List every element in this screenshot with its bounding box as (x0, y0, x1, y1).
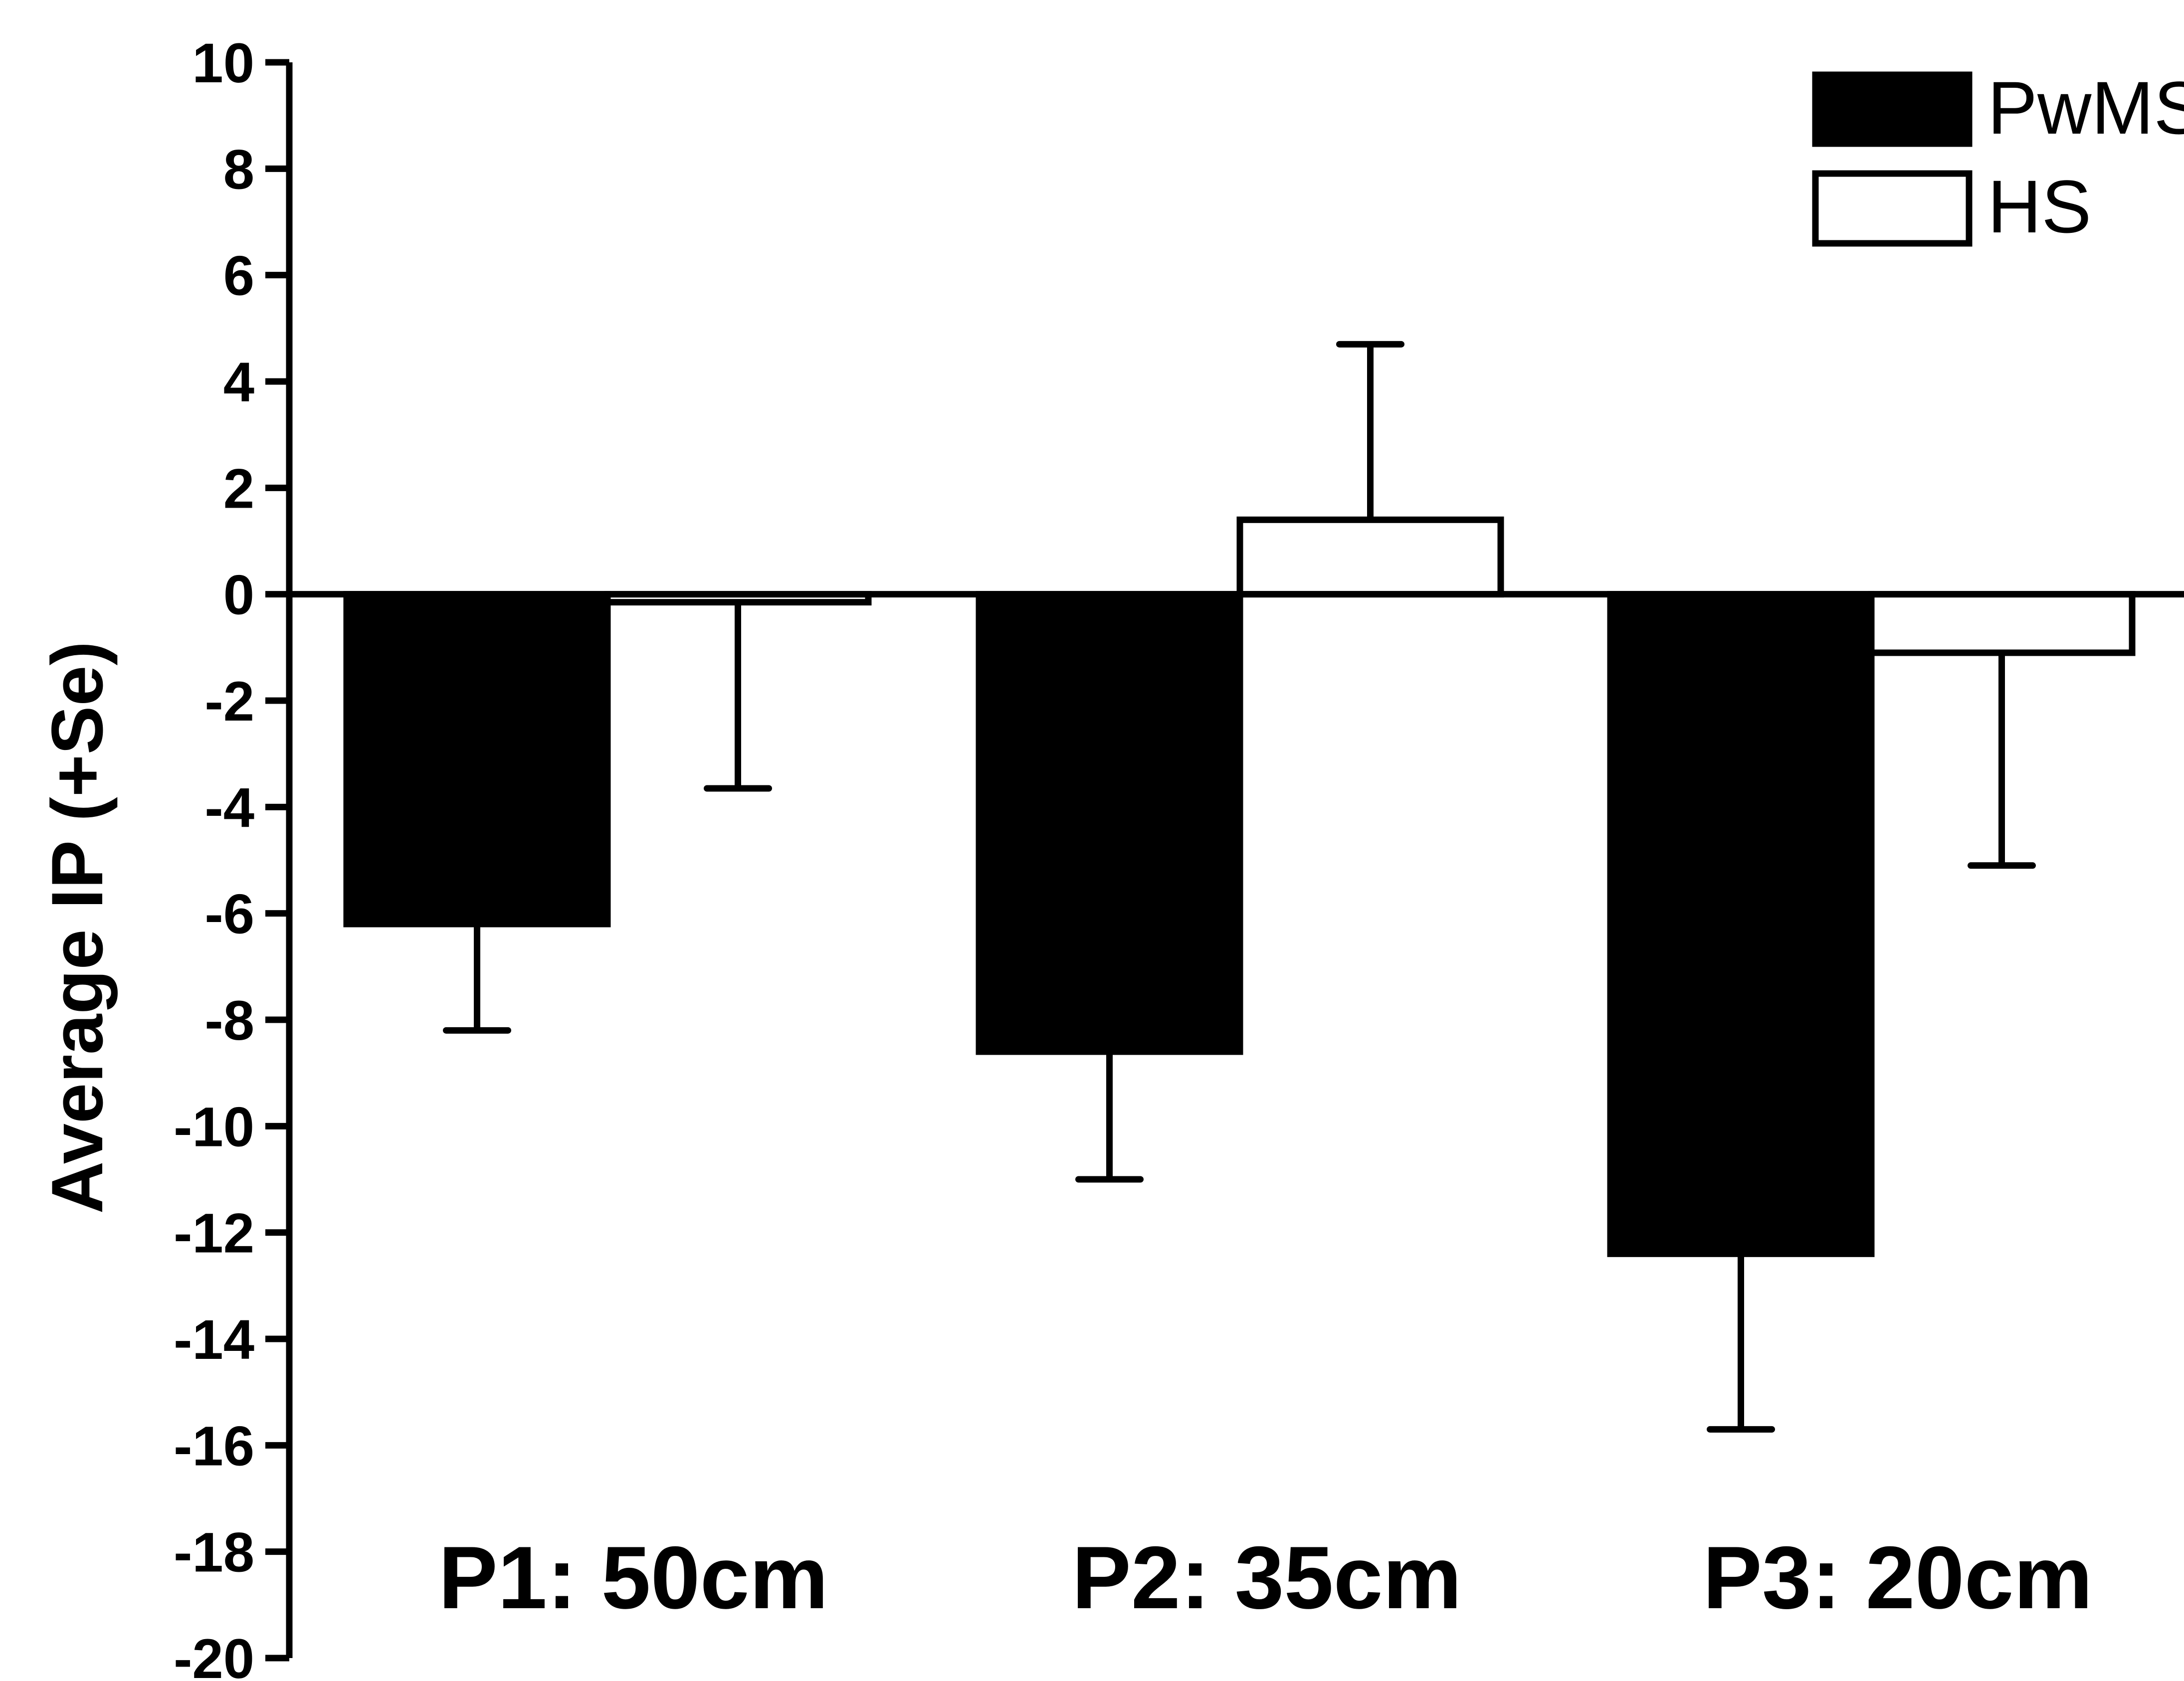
y-tick-label: -8 (204, 989, 254, 1052)
y-tick-label: -4 (204, 776, 254, 839)
legend-swatch-pwms (1812, 71, 1973, 147)
y-tick-label: 8 (223, 138, 254, 200)
category-labels: P1: 50cm P2: 35cm P3: 20cm (438, 1528, 2093, 1627)
y-tick-label: -14 (174, 1308, 254, 1371)
y-tick-label: -18 (174, 1521, 254, 1584)
y-tick-label: -10 (174, 1096, 254, 1158)
y-tick-label: 2 (223, 457, 254, 520)
bar-pwms-1 (343, 591, 611, 928)
legend-swatch-hs (1812, 170, 1973, 247)
y-tick-label: 0 (223, 564, 254, 626)
error-bars (443, 341, 2036, 1433)
y-tick-label: 6 (223, 245, 254, 307)
y-tick-label: 10 (192, 32, 254, 94)
y-tick-label: -6 (204, 883, 254, 945)
y-axis-title: Average IP (+Se) (36, 641, 118, 1214)
y-tick-label: -16 (174, 1415, 254, 1477)
legend: PwMS HS (1812, 66, 2184, 248)
bar-pwms-3 (1607, 591, 1875, 1257)
category-label: P2: 35cm (1072, 1528, 1462, 1627)
category-label: P3: 20cm (1703, 1528, 2093, 1627)
bar-pwms-2 (976, 591, 1243, 1055)
category-label: P1: 50cm (438, 1528, 828, 1627)
y-tick-label: -12 (174, 1202, 254, 1265)
y-axis: 10 8 6 4 2 0 -2 -4 -6 -8 -10 -12 -14 -16 -18 -20 (174, 32, 293, 1681)
y-tick-label: 4 (223, 351, 254, 413)
legend-label-pwms: PwMS (1987, 66, 2184, 150)
y-tick-label: -20 (174, 1628, 254, 1681)
legend-label-hs: HS (1987, 165, 2091, 248)
bars (343, 516, 2136, 1257)
bar-hs-2 (1236, 516, 1504, 598)
bar-hs-3 (1868, 591, 2136, 656)
y-tick-label: -2 (204, 670, 254, 733)
